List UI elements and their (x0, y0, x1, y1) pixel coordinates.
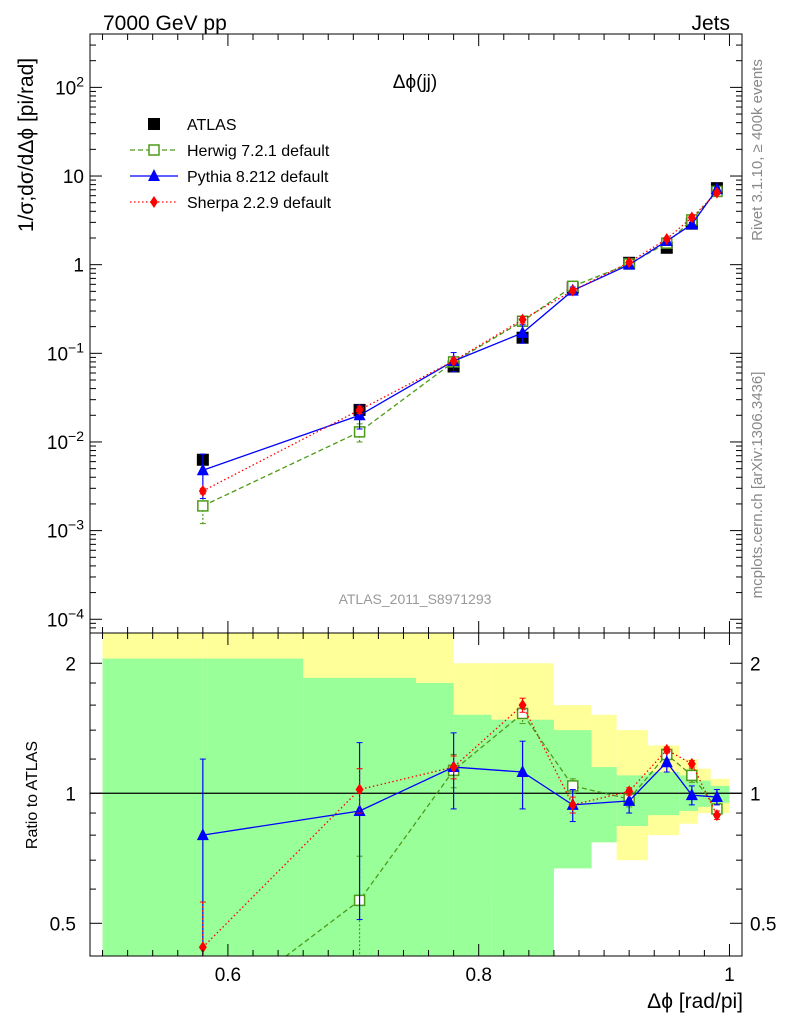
ratio-y-tick-label: 1 (65, 784, 76, 805)
marker-diamond (712, 809, 721, 822)
green-band (453, 714, 492, 956)
marker-diamond (198, 484, 207, 497)
series-pythia (196, 182, 723, 500)
header-right: Jets (691, 12, 730, 35)
marker-diamond (687, 757, 696, 770)
ratio-y-tick-label-right: 0.5 (750, 914, 776, 935)
marker-triangle (196, 463, 209, 476)
series-sherpa (198, 697, 721, 956)
legend-label: Sherpa 2.2.9 default (187, 195, 332, 212)
series-line (202, 704, 718, 948)
marker-diamond (355, 783, 364, 796)
marker-diamond (355, 403, 364, 416)
series-line (285, 712, 718, 956)
y-tick-label: 102 (55, 73, 84, 99)
marker-diamond (449, 761, 458, 774)
marker-diamond (662, 743, 671, 756)
ratio-y-tick-label-right: 1 (750, 784, 761, 805)
marker-diamond (712, 186, 721, 199)
marker-triangle (516, 325, 529, 338)
marker-triangle (196, 828, 209, 841)
series-atlas (196, 182, 723, 466)
main-ylabel: 1/σ;dσ/dΔϕ [pi/rad] (15, 58, 38, 232)
y-tick-label: 10−2 (47, 428, 84, 454)
marker-diamond (518, 313, 527, 326)
y-tick-label: 10−1 (47, 339, 84, 365)
green-band (202, 658, 304, 956)
marker-diamond (662, 232, 671, 245)
marker-diamond (568, 284, 577, 297)
legend: ATLAS Herwig 7.2.1 default Pythia 8.212 de… (130, 117, 332, 212)
ratio-frame (89, 632, 743, 957)
marker-diamond (687, 211, 696, 224)
green-band (102, 658, 203, 956)
rivet-label: Rivet 3.1.10, ≥ 400k events (749, 59, 766, 241)
marker-triangle (623, 793, 636, 806)
marker-diamond (449, 354, 458, 367)
marker-triangle (685, 788, 698, 801)
series-herwig (197, 185, 723, 525)
ratio-panel: 0.6 0.8 1 0.5 0.5 1 1 2 2 (50, 632, 776, 1024)
series-sherpa (198, 186, 721, 497)
legend-label: ATLAS (187, 117, 237, 134)
analysis-id: ATLAS_2011_S8971293 (339, 591, 492, 607)
marker-diamond (568, 798, 577, 811)
green-band (591, 767, 617, 843)
marker-open-square (198, 1014, 208, 1024)
legend-label: Pythia 8.212 default (187, 169, 329, 186)
main-panel: 102 10 1 10−1 10−2 10−3 10−4 ATLAS Herwig 7.2.1 … (47, 33, 743, 634)
marker-open-square (686, 769, 698, 782)
marker-triangle (148, 169, 160, 181)
marker-diamond (625, 256, 634, 269)
chart-title: Δϕ(jj) (393, 72, 437, 93)
y-tick-label: 1 (73, 256, 84, 277)
x-tick-label: 0.8 (465, 965, 491, 986)
marker-diamond (150, 196, 158, 208)
marker-diamond (198, 941, 207, 954)
y-tick-label: 10−3 (47, 517, 84, 543)
marker-square (148, 118, 160, 130)
series-layer (196, 182, 723, 525)
series-line (202, 191, 718, 507)
series-layer (196, 697, 723, 1024)
green-band (416, 683, 454, 956)
ratio-ylabel: Ratio to ATLAS (24, 741, 41, 849)
marker-triangle (516, 765, 529, 778)
x-tick-label: 1 (724, 965, 735, 986)
marker-triangle (710, 790, 723, 803)
ratio-y-tick-label: 0.5 (50, 914, 76, 935)
legend-label: Herwig 7.2.1 default (187, 143, 330, 160)
mcplots-label: mcplots.cern.ch [arXiv:1306.3436] (749, 372, 766, 599)
series-line (202, 192, 718, 492)
series-line (202, 188, 718, 471)
ratio-y-tick-label: 2 (65, 654, 76, 675)
marker-open-square (197, 500, 209, 512)
header-left: 7000 GeV pp (103, 12, 227, 35)
y-tick-label: 10−4 (47, 605, 84, 631)
x-axis-label: Δϕ [rad/pi] (647, 990, 743, 1013)
y-tick-label: 10 (63, 167, 84, 188)
marker-diamond (625, 785, 634, 798)
marker-diamond (518, 699, 527, 712)
ratio-y-tick-label-right: 2 (750, 654, 761, 675)
marker-triangle (660, 755, 673, 768)
x-tick-label: 0.6 (215, 965, 241, 986)
marker-open-square (148, 144, 160, 156)
